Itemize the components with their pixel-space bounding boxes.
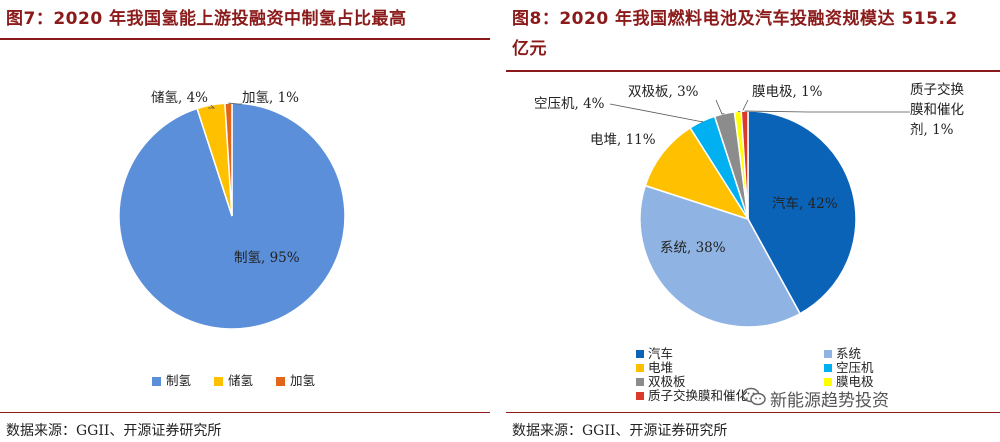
leader-line-2 [228, 102, 242, 105]
watermark-text: 新能源趋势投资 [770, 391, 889, 411]
leader-line-6 [744, 110, 910, 113]
data-label-6-2: 剂, 1% [910, 122, 954, 138]
legend-swatch-6 [636, 392, 644, 400]
legend-swatch-0 [152, 377, 161, 386]
legend-label-2: 电堆 [648, 360, 673, 375]
legend-swatch-1 [214, 377, 223, 386]
pie-chart-left: 制氢, 95% 储氢, 4% 加氢, 1% 制氢 储氢 加氢 [118, 90, 346, 388]
pie-slice-1 [639, 184, 802, 328]
chart-title-line-1: 图8：2020 年我国燃料电池及汽车投融资规模达 515.2 [512, 9, 958, 29]
legend-swatch-0 [636, 350, 644, 358]
leader-line-3 [609, 103, 704, 123]
source-rule [0, 412, 490, 413]
data-label-0: 汽车, 42% [772, 195, 838, 212]
title-rule [506, 70, 1000, 72]
legend-swatch-5 [824, 378, 832, 386]
legend-swatch-3 [824, 364, 832, 372]
legend-swatch-2 [636, 364, 644, 372]
legend-label-0: 汽车 [648, 346, 673, 361]
data-label-6-0: 质子交换 [910, 81, 964, 98]
data-label-3: 空压机, 4% [534, 96, 605, 112]
source-rule [506, 412, 1000, 413]
data-label-5: 膜电极, 1% [752, 84, 823, 100]
data-label-1: 系统, 38% [660, 240, 726, 256]
chart-title: 图7：2020 年我国氢能上游投融资中制氢占比最高 [6, 9, 407, 29]
legend-label-3: 空压机 [836, 360, 874, 375]
legend-label-2: 加氢 [290, 373, 316, 388]
data-label-6-1: 膜和催化 [910, 102, 964, 118]
chart-title: 图8：2020 年我国燃料电池及汽车投融资规模达 515.2 亿元 [512, 4, 958, 64]
legend-swatch-1 [824, 350, 832, 358]
pie-slice-2 [644, 126, 750, 221]
chart-title-line-2: 亿元 [512, 39, 547, 59]
legend-label-5: 膜电极 [836, 374, 874, 389]
legend-label-1: 储氢 [228, 373, 254, 388]
leader-line-1 [208, 104, 216, 109]
leader-line-5 [737, 99, 749, 113]
wechat-icon [742, 387, 766, 406]
data-label-4: 双极板, 3% [628, 84, 699, 100]
legend-swatch-4 [636, 378, 644, 386]
pie-slice-0 [747, 110, 857, 315]
legend-label-1: 系统 [836, 346, 861, 361]
data-label-0: 制氢, 95% [234, 250, 300, 266]
left-chart-panel: 图7：2020 年我国氢能上游投融资中制氢占比最高 数据来源：GGII、开源证券… [0, 0, 490, 442]
legend-label-0: 制氢 [166, 373, 192, 388]
leader-line-4 [715, 99, 725, 115]
legend-label-4: 双极板 [648, 374, 686, 389]
title-rule [0, 38, 490, 40]
data-label-2: 加氢, 1% [242, 90, 299, 106]
data-label-2: 电堆, 11% [590, 132, 656, 148]
pie-chart-right: 汽车, 42% 系统, 38% 电堆, 11% 空压机, 4% 双极板, 3% 膜电极, … [534, 81, 964, 403]
pie-slice-0 [118, 102, 346, 330]
source-note: 数据来源：GGII、开源证券研究所 [512, 423, 728, 439]
right-chart-panel: 图8：2020 年我国燃料电池及汽车投融资规模达 515.2 亿元 数据来源：G… [506, 0, 1000, 442]
source-note: 数据来源：GGII、开源证券研究所 [6, 423, 222, 439]
legend-swatch-2 [276, 377, 285, 386]
data-label-1: 储氢, 4% [151, 90, 208, 106]
legend-label-6: 质子交换膜和催化 [648, 388, 749, 403]
